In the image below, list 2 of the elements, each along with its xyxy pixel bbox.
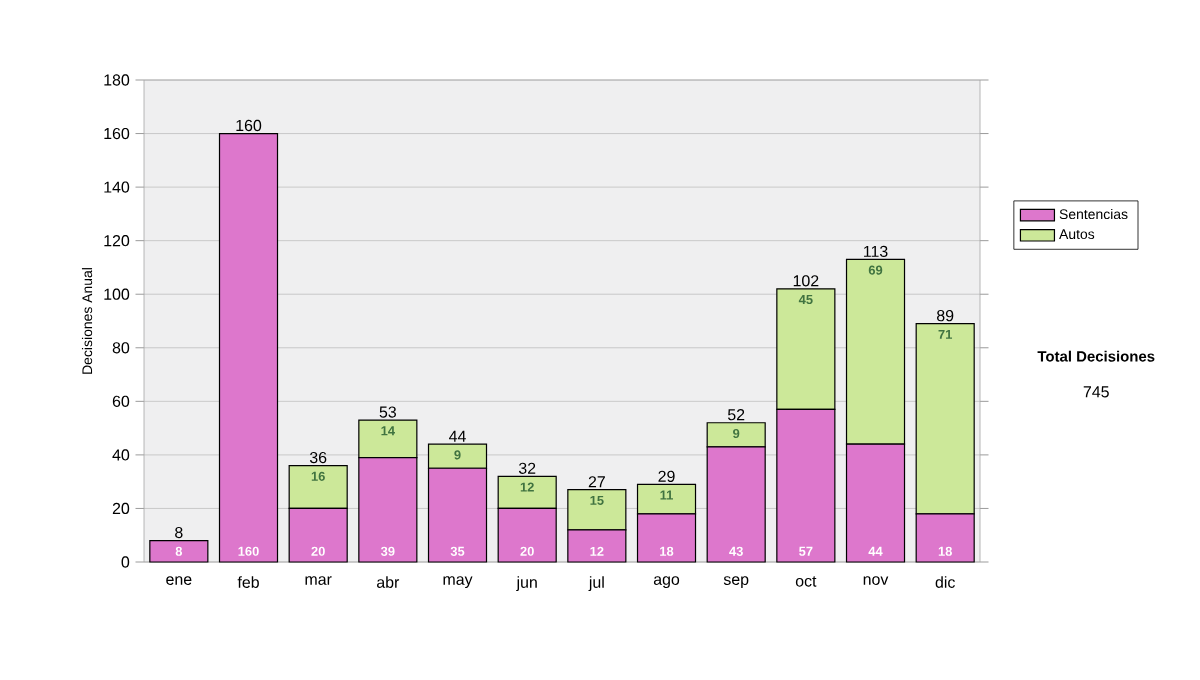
bar bbox=[149, 539, 209, 563]
bar bbox=[218, 132, 279, 563]
